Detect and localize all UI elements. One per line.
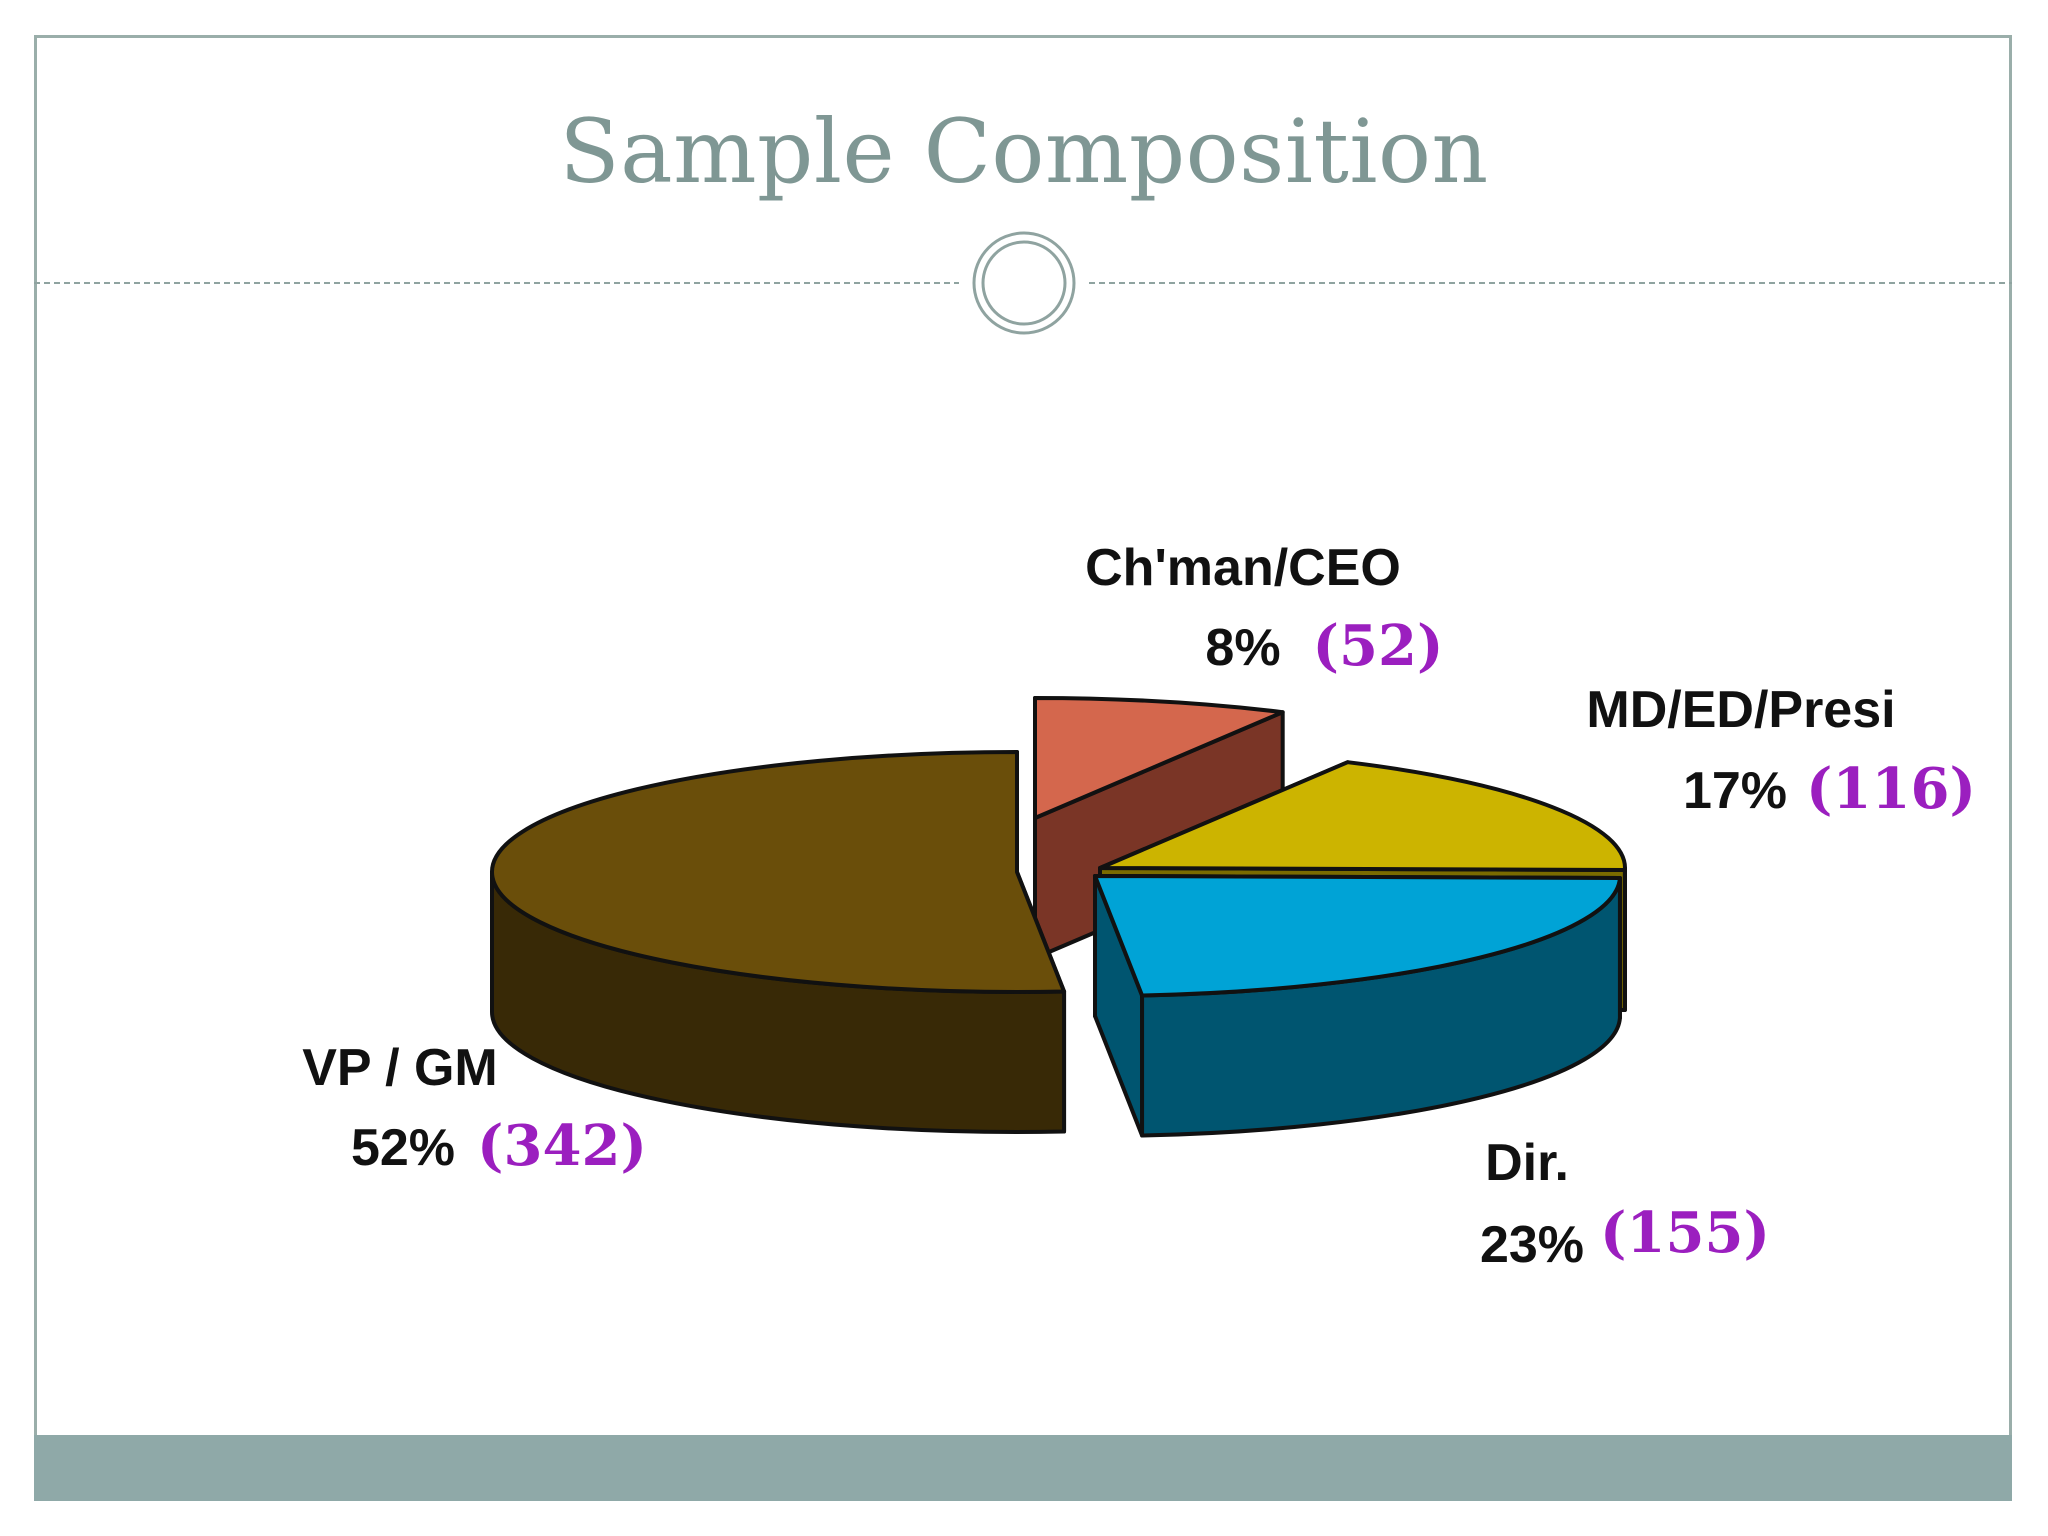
divider-ornament-inner bbox=[981, 240, 1067, 326]
label-vp-gm-percent: 52% bbox=[351, 1119, 455, 1177]
bottom-band bbox=[34, 1435, 2012, 1501]
pie-labels: Ch'man/CEO 8% (52) MD/ED/Presi 17% (116) Dir. 2… bbox=[302, 539, 1976, 1274]
pie-slice-vp-gm bbox=[490, 750, 1067, 994]
label-ch-man-ceo-count: (52) bbox=[1313, 613, 1444, 679]
label-dir-percent: 23% bbox=[1480, 1216, 1584, 1274]
label-dir-name: Dir. bbox=[1485, 1134, 1569, 1192]
label-ch-man-ceo-percent: 8% bbox=[1205, 619, 1280, 677]
pie-slice-ch-man-ceo bbox=[1033, 696, 1285, 820]
pie-tops bbox=[490, 696, 1627, 998]
pie-slice-md-ed-presi bbox=[1098, 760, 1627, 872]
slide-title: Sample Composition bbox=[559, 100, 1489, 203]
label-md-ed-presi-percent: 17% bbox=[1683, 762, 1787, 820]
label-vp-gm-name: VP / GM bbox=[302, 1039, 498, 1097]
label-md-ed-presi-count: (116) bbox=[1806, 756, 1976, 822]
title-divider bbox=[34, 231, 2012, 335]
divider-ornament-outer bbox=[972, 231, 1076, 335]
label-md-ed-presi-name: MD/ED/Presi bbox=[1586, 681, 1895, 739]
label-vp-gm-count: (342) bbox=[477, 1113, 647, 1179]
label-dir-count: (155) bbox=[1600, 1200, 1770, 1266]
pie-slice-dir bbox=[1093, 874, 1622, 998]
label-ch-man-ceo-name: Ch'man/CEO bbox=[1085, 539, 1401, 597]
